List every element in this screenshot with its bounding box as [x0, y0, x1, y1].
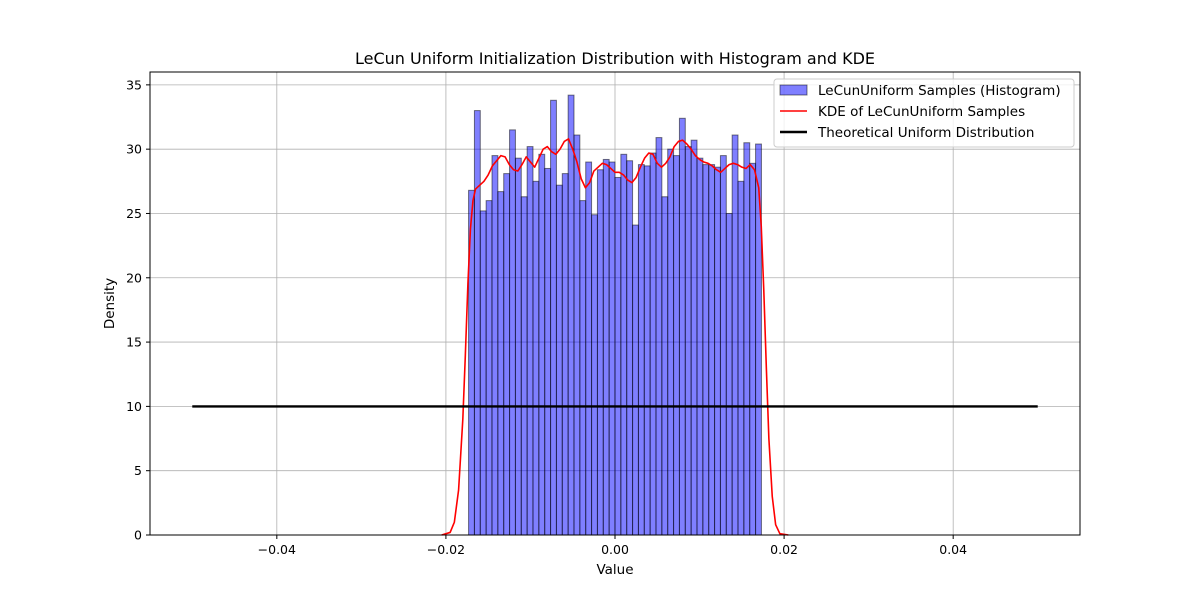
legend-theoretical-label: Theoretical Uniform Distribution [817, 125, 1034, 141]
y-tick-label-3: 15 [126, 335, 142, 350]
x-axis-label: Value [596, 562, 633, 578]
histogram-bar-9 [520, 196, 528, 536]
y-axis-label: Density [102, 278, 118, 329]
histogram-bar-41 [708, 164, 716, 536]
x-tick-label-0: −0.04 [258, 542, 296, 557]
histogram-bar-31 [649, 152, 657, 536]
lines-layer [192, 138, 1038, 536]
histogram-bar-26 [620, 153, 628, 536]
x-tick-label-3: 0.02 [770, 542, 798, 557]
legend-box [773, 78, 1075, 148]
histogram-bar-13 [544, 167, 552, 536]
y-tick-label-5: 25 [126, 206, 142, 221]
histogram-bar-5 [497, 191, 505, 536]
histogram-bar-17 [567, 94, 575, 536]
y-tick-label-6: 30 [126, 142, 142, 157]
histogram-bar-19 [579, 200, 587, 536]
histogram-bar-24 [608, 161, 616, 536]
histogram-bar-22 [596, 169, 604, 536]
histogram-bar-37 [684, 146, 692, 536]
legend-kde-label: KDE of LeCunUniform Samples [818, 104, 1025, 120]
histogram-bar-34 [667, 148, 675, 536]
y-tick-label-2: 10 [126, 399, 142, 414]
y-tick-label-0: 0 [134, 528, 142, 543]
histogram-bar-40 [702, 164, 710, 536]
histogram-bar-38 [690, 139, 698, 536]
legend-histogram-swatch [779, 84, 808, 96]
histogram-bar-44 [725, 212, 733, 536]
histogram-bar-15 [555, 184, 563, 536]
histogram-bar-12 [538, 153, 546, 536]
histogram-bar-39 [696, 157, 704, 536]
histogram-bar-43 [719, 155, 727, 536]
histogram-bar-35 [673, 155, 680, 536]
x-tick-label-1: −0.02 [427, 542, 465, 557]
histogram-bar-28 [632, 224, 639, 536]
histogram-bar-45 [731, 134, 739, 536]
histogram-bar-27 [626, 160, 634, 536]
histogram-bar-30 [643, 165, 651, 536]
histogram-bar-3 [485, 200, 493, 536]
histogram-bar-6 [503, 173, 511, 536]
histogram-bar-2 [479, 210, 487, 536]
legend: LeCunUniform Samples (Histogram) KDE of … [773, 78, 1075, 148]
histogram-bar-49 [755, 143, 762, 536]
legend-histogram-label: LeCunUniform Samples (Histogram) [818, 83, 1061, 99]
histogram-bar-7 [509, 129, 516, 536]
histogram-bar-32 [655, 137, 663, 536]
histogram-bar-14 [550, 99, 557, 536]
y-tick-label-1: 5 [134, 463, 142, 478]
histogram-bar-11 [532, 180, 540, 536]
histogram-bar-20 [585, 161, 593, 536]
x-tick-label-2: 0.00 [601, 542, 629, 557]
y-tick-label-4: 20 [126, 270, 142, 285]
histogram-bar-47 [743, 142, 751, 536]
histogram-bar-21 [591, 214, 598, 536]
histogram-bar-8 [514, 157, 522, 536]
ticks-layer: −0.04 −0.02 0.00 0.02 0.04 0 5 10 15 20 25 30 35 [126, 77, 967, 557]
histogram-bar-42 [714, 166, 721, 536]
histogram-bar-4 [491, 155, 499, 536]
histogram-bar-29 [637, 164, 645, 536]
histogram-bar-1 [473, 110, 481, 536]
x-tick-label-4: 0.04 [939, 542, 967, 557]
histogram-bar-33 [661, 196, 669, 536]
histogram-bar-10 [526, 146, 534, 536]
histogram-bar-46 [737, 180, 745, 536]
chart-title: LeCun Uniform Initialization Distributio… [355, 49, 875, 68]
histogram-bar-18 [573, 134, 581, 536]
histogram-bar-16 [561, 173, 569, 536]
histogram-bar-36 [678, 117, 686, 536]
histogram-bar-48 [749, 162, 757, 536]
kde-line [441, 138, 789, 536]
histogram-bar-25 [614, 176, 622, 536]
y-tick-label-7: 35 [126, 77, 142, 92]
histogram-bar-23 [602, 158, 610, 536]
